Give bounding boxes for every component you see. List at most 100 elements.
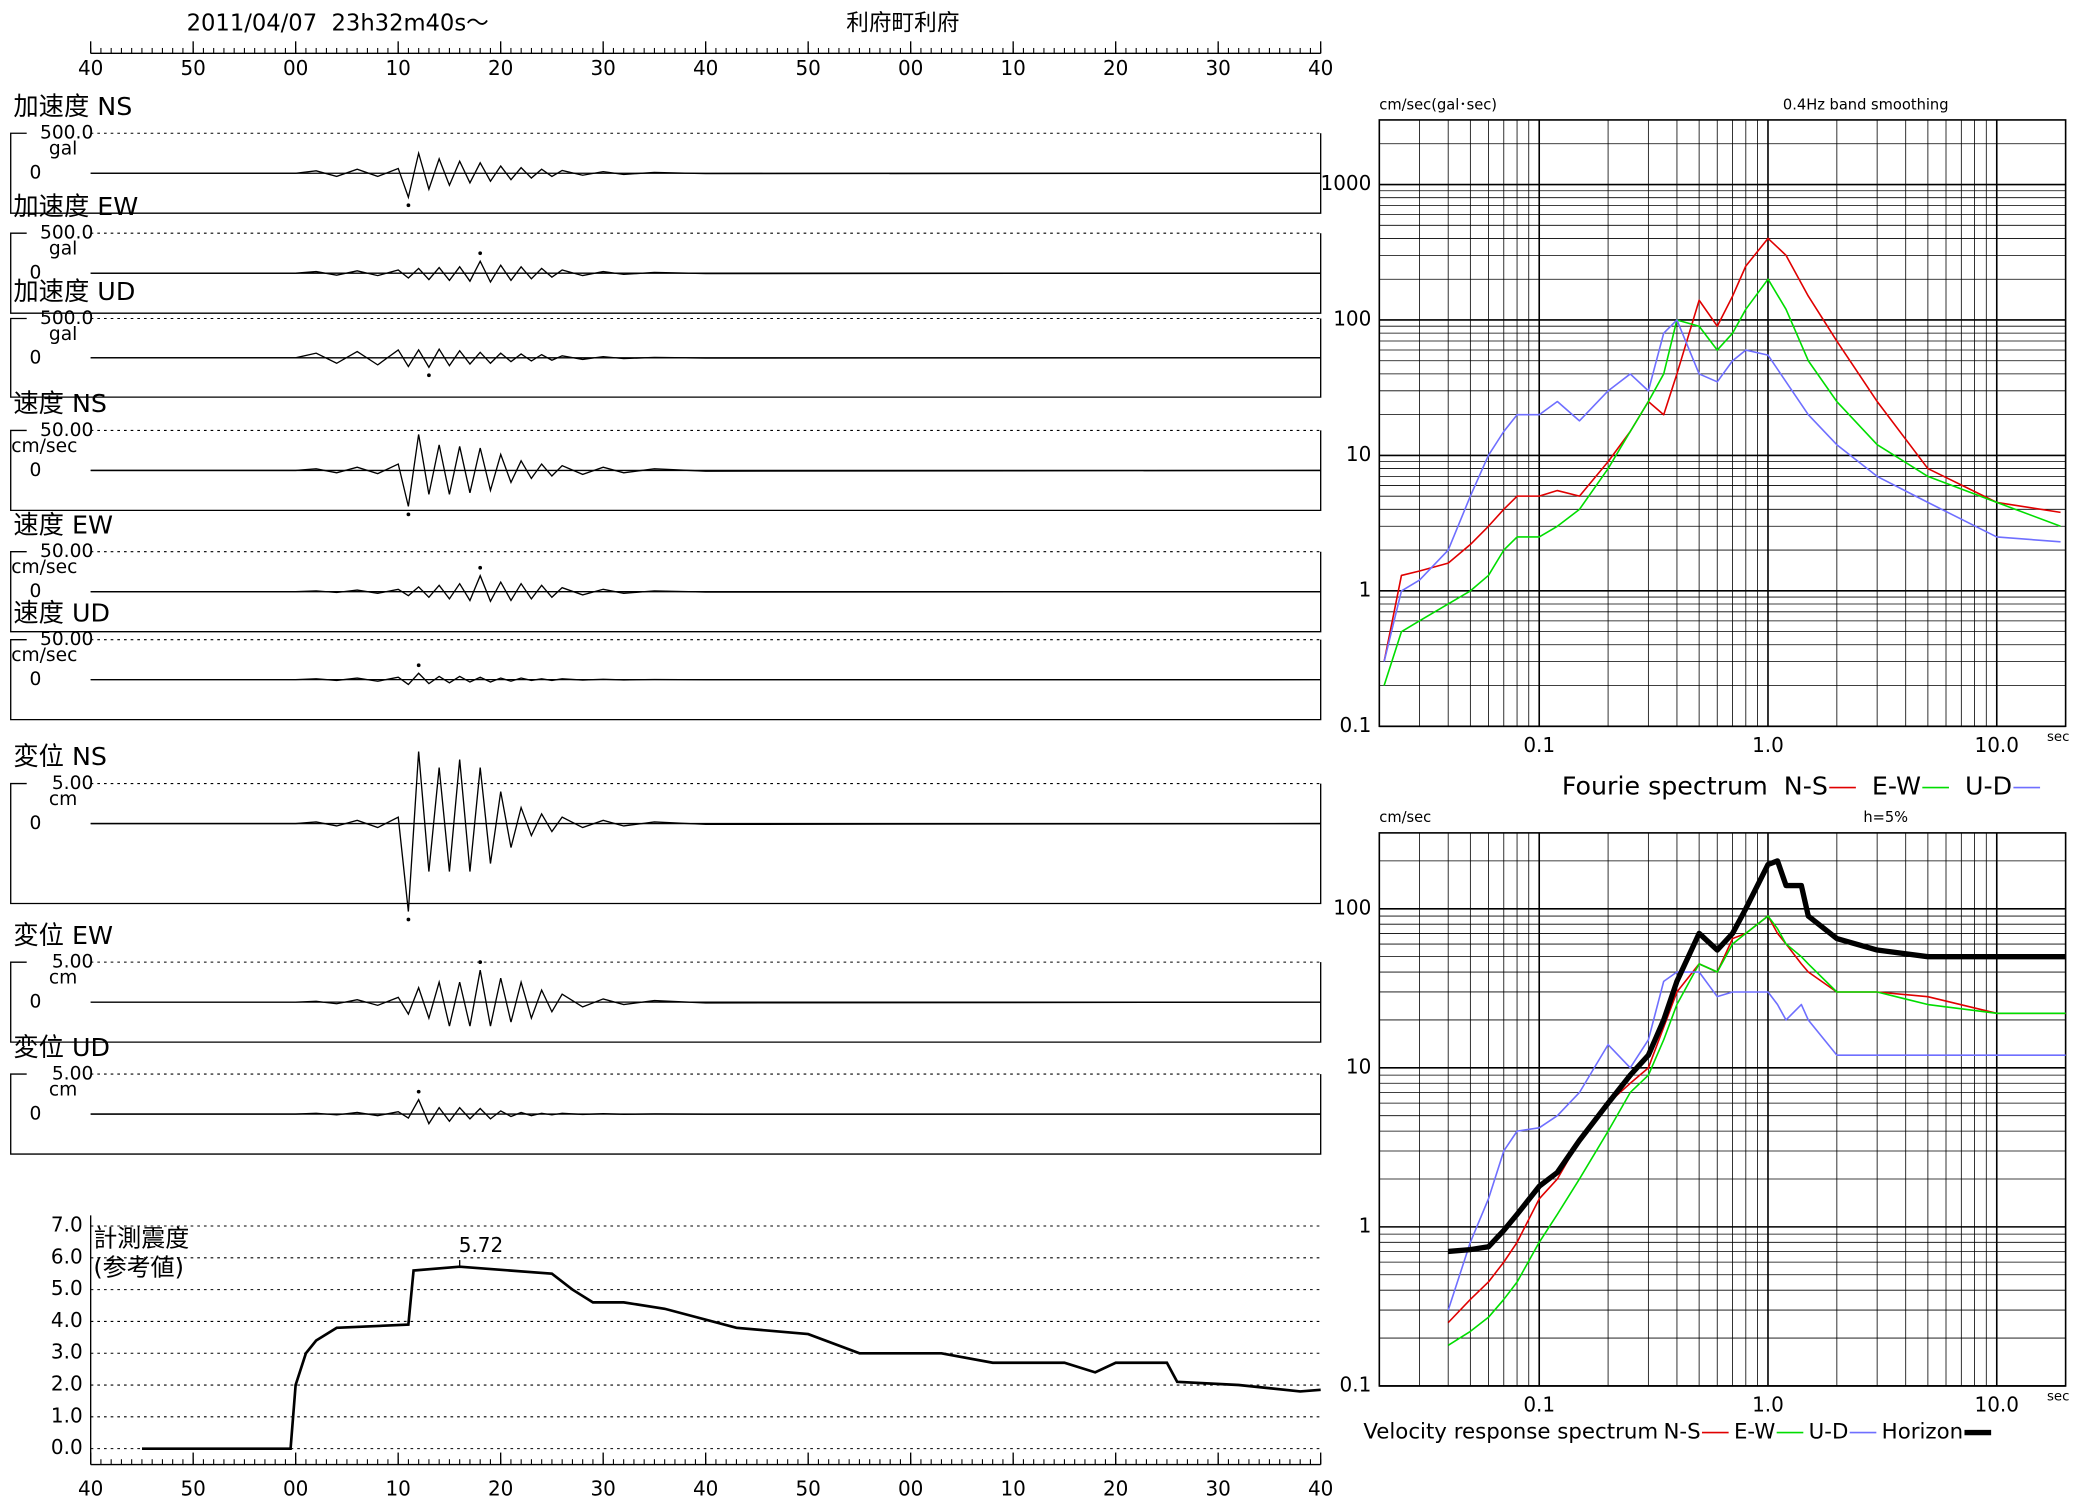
y-tick-label: 0.0	[51, 1435, 83, 1459]
panel-frame	[10, 1073, 1322, 1155]
panel-name: 変位 EW	[13, 921, 113, 950]
waveform-line	[90, 434, 1321, 507]
panel-name: 速度 EW	[13, 510, 113, 539]
legend-title: Velocity response spectrum	[1363, 1420, 1658, 1445]
panel-frame	[10, 232, 1322, 314]
x-unit: sec	[2047, 730, 2069, 745]
waveform-line	[90, 751, 1321, 912]
peak-marker	[416, 1089, 421, 1094]
x-tick-label: 10	[385, 56, 410, 80]
axis-annotation: (参考値)	[93, 1254, 184, 1282]
spectrum-line	[1383, 278, 2061, 686]
panel-frame	[10, 961, 1322, 1043]
x-tick-label: 20	[488, 1476, 513, 1500]
x-tick-label: 00	[283, 56, 308, 80]
peak-marker	[406, 203, 411, 208]
spectrum-line	[1447, 915, 2066, 1346]
y-tick-label: 1.0	[51, 1403, 83, 1427]
unit-label: cm/sec	[11, 557, 77, 578]
y-tick-label: 6.0	[51, 1244, 83, 1268]
y-tick-label: 5.00	[52, 773, 94, 794]
x-tick-label: 40	[1308, 1476, 1333, 1500]
unit-label: cm/sec	[11, 645, 77, 666]
y-unit: cm/sec	[1379, 809, 1431, 826]
spectrum-line	[1383, 319, 2061, 662]
waveform-line	[90, 1098, 1321, 1126]
y-tick-label: 100	[1333, 306, 1371, 330]
panel-frame	[10, 132, 1322, 214]
x-tick-label: 30	[590, 1476, 615, 1500]
station-name: 利府町利府	[846, 10, 959, 36]
waveform-line	[90, 672, 1321, 686]
x-tick-label: 50	[180, 56, 205, 80]
y-tick-label: 100	[1333, 895, 1371, 919]
panel-name: 加速度 EW	[13, 192, 138, 221]
x-tick-label: 00	[283, 1476, 308, 1500]
x-tick-label: 30	[1205, 56, 1230, 80]
unit-label: cm	[49, 968, 77, 989]
x-tick-label: 00	[898, 56, 923, 80]
x-tick-label: 10	[385, 1476, 410, 1500]
y-tick-label: 2.0	[51, 1372, 83, 1396]
y-tick-label: 0	[29, 163, 41, 184]
spectrum-line	[1383, 237, 2061, 662]
legend-label: U-D	[1809, 1420, 1849, 1445]
y-tick-label: 5.0	[51, 1276, 83, 1300]
y-tick-label: 5.00	[52, 952, 94, 973]
x-tick-label: 30	[590, 56, 615, 80]
y-tick-label: 0	[29, 581, 41, 602]
x-tick-label: 1.0	[1752, 1392, 1784, 1416]
peak-marker	[427, 373, 431, 378]
peak-marker	[478, 565, 483, 570]
waveform-line	[90, 347, 1321, 369]
y-tick-label: 0	[29, 669, 41, 690]
panel-name: 変位 UD	[13, 1033, 110, 1062]
x-tick-label: 20	[1103, 56, 1128, 80]
y-tick-label: 500.0	[40, 123, 93, 144]
unit-label: cm/sec	[11, 436, 77, 457]
x-tick-label: 40	[693, 1476, 718, 1500]
peak-marker	[416, 663, 421, 668]
y-tick-label: 10	[1346, 442, 1371, 466]
waveform-line	[90, 573, 1321, 603]
x-tick-label: 1.0	[1752, 733, 1784, 757]
panel-frame	[10, 551, 1322, 633]
x-tick-label: 50	[795, 56, 820, 80]
legend-label: U-D	[1965, 772, 2012, 801]
annotation: h=5%	[1863, 809, 1908, 826]
x-unit: sec	[2047, 1390, 2069, 1405]
y-tick-label: 0.1	[1340, 713, 1372, 737]
spectrum-line	[1447, 858, 2066, 1255]
peak-label: 5.72	[459, 1233, 503, 1257]
unit-label: cm	[49, 789, 77, 810]
axis-annotation: 計測震度	[93, 1224, 189, 1252]
x-tick-label: 40	[693, 56, 718, 80]
y-tick-label: 4.0	[51, 1308, 83, 1332]
unit-label: gal	[49, 139, 77, 160]
peak-marker	[478, 960, 483, 965]
x-tick-label: 40	[78, 1476, 103, 1500]
y-tick-label: 5.00	[52, 1064, 94, 1085]
unit-label: gal	[49, 239, 77, 260]
panel-name: 速度 UD	[13, 598, 110, 627]
y-tick-label: 0	[29, 813, 41, 834]
legend-label: E-W	[1734, 1420, 1775, 1445]
x-tick-label: 40	[1308, 56, 1333, 80]
panel-frame	[10, 429, 1322, 512]
y-tick-label: 0	[29, 347, 41, 368]
legend-label: N-S	[1784, 772, 1828, 801]
legend-title: Fourie spectrum	[1562, 772, 1768, 801]
y-tick-label: 50.00	[40, 420, 93, 441]
unit-label: gal	[49, 324, 77, 345]
y-tick-label: 0.1	[1340, 1372, 1372, 1396]
panel-frame	[10, 782, 1322, 905]
peak-marker	[406, 917, 411, 922]
x-tick-label: 40	[78, 56, 103, 80]
y-tick-label: 1000	[1320, 171, 1371, 195]
legend-label: E-W	[1872, 772, 1921, 801]
x-tick-label: 00	[898, 1476, 923, 1500]
record-time: 2011/04/07 23h32m40s～	[187, 10, 489, 36]
y-unit: cm/sec(gal･sec)	[1379, 96, 1497, 113]
panel-frame	[10, 317, 1322, 398]
